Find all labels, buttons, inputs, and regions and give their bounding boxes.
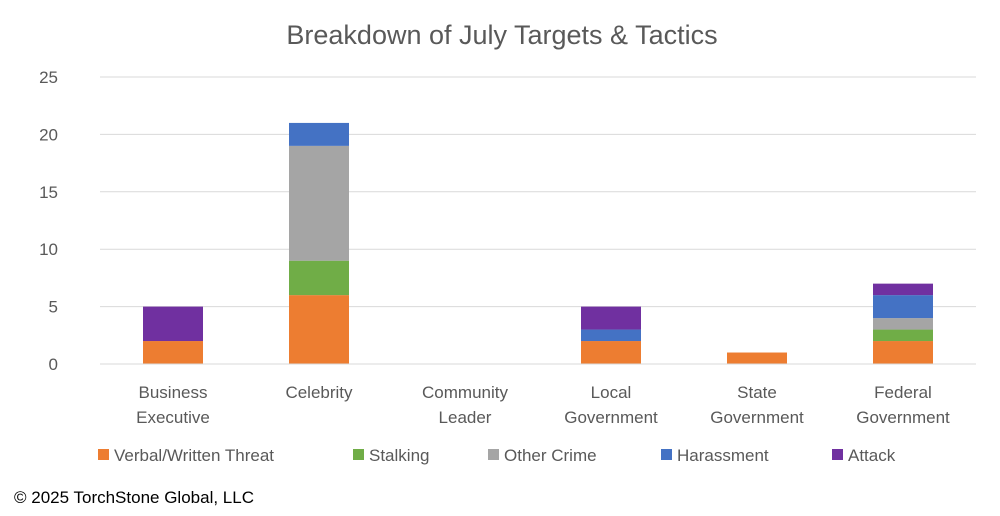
x-category-label: Federal: [874, 383, 932, 402]
bar-segment: [873, 295, 933, 319]
bar-segment: [727, 352, 787, 364]
bar-segment: [873, 341, 933, 364]
bar-segment: [581, 341, 641, 364]
bar-segment: [289, 122, 349, 146]
y-tick-label: 10: [39, 240, 58, 259]
legend-label: Other Crime: [504, 446, 597, 465]
y-tick-label: 25: [39, 68, 58, 87]
legend-label: Verbal/Written Threat: [114, 446, 274, 465]
legend-swatch: [353, 449, 364, 460]
bar-segment: [581, 329, 641, 342]
x-category-label: Government: [564, 408, 658, 427]
x-category-label: Celebrity: [285, 383, 353, 402]
x-category-label: State: [737, 383, 777, 402]
legend-swatch: [488, 449, 499, 460]
x-category-label: Government: [710, 408, 804, 427]
legend-swatch: [98, 449, 109, 460]
bar-segment: [143, 341, 203, 364]
legend-label: Attack: [848, 446, 896, 465]
bar-segment: [289, 260, 349, 296]
bar-segment: [289, 295, 349, 364]
bar-segment: [873, 318, 933, 330]
legend: Verbal/Written Threat Stalking Other Crime…: [98, 446, 896, 465]
x-category-label: Community: [422, 383, 508, 402]
copyright-notice: © 2025 TorchStone Global, LLC: [14, 488, 254, 507]
gridlines: [100, 76, 976, 308]
x-category-label: Local: [591, 383, 632, 402]
x-category-label: Government: [856, 408, 950, 427]
x-category-label: Executive: [136, 408, 210, 427]
y-tick-label: 15: [39, 183, 58, 202]
y-axis-ticks: 0 5 10 15 20 25: [39, 68, 58, 374]
legend-label: Harassment: [677, 446, 769, 465]
bar-segment: [289, 145, 349, 261]
x-axis-labels: Business Executive Celebrity Community Leade…: [136, 383, 950, 427]
x-category-label: Business: [139, 383, 208, 402]
chart-title: Breakdown of July Targets & Tactics: [286, 20, 717, 50]
legend-label: Stalking: [369, 446, 429, 465]
bar-segment: [143, 306, 203, 342]
legend-swatch: [661, 449, 672, 460]
y-tick-label: 0: [49, 355, 58, 374]
bar-segment: [873, 283, 933, 296]
bar-segment: [581, 306, 641, 330]
y-tick-label: 5: [49, 298, 58, 317]
bars: [143, 122, 933, 364]
x-category-label: Leader: [439, 408, 492, 427]
y-tick-label: 20: [39, 125, 58, 144]
legend-swatch: [832, 449, 843, 460]
bar-segment: [873, 329, 933, 342]
